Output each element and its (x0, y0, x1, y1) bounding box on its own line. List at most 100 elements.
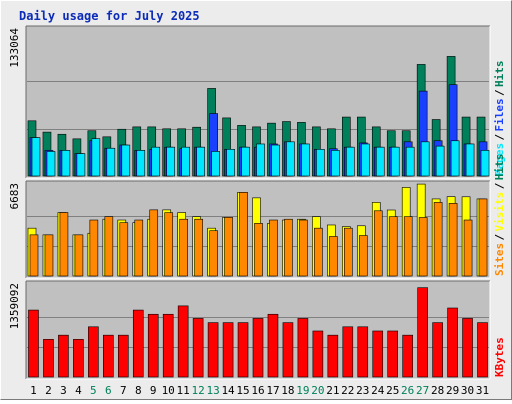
bar-kbytes-day-18 (282, 322, 294, 378)
legend-kbytes: KBytes (493, 337, 506, 377)
day-label-17: 17 (266, 384, 279, 397)
bar-kbytes-day-22 (342, 326, 354, 378)
legend-separator: / (493, 134, 506, 141)
bar-pages-day-23 (360, 143, 370, 177)
bar-sites-day-28 (433, 202, 443, 277)
bar-kbytes-day-31 (477, 322, 488, 378)
bar-kbytes-day-26 (402, 334, 413, 378)
day-label-27: 27 (416, 384, 429, 397)
bar-pages-day-12 (196, 146, 205, 177)
day-label-9: 9 (150, 384, 157, 397)
day-label-12: 12 (192, 384, 205, 397)
bar-kbytes-day-25 (387, 330, 399, 378)
bar-kbytes-day-21 (327, 334, 339, 378)
bar-sites-day-29 (448, 203, 458, 277)
bar-sites-day-24 (373, 210, 383, 277)
y-max-label: 6683 (8, 183, 21, 210)
day-label-21: 21 (326, 384, 339, 397)
y-max-label: 133064 (8, 28, 21, 68)
day-label-23: 23 (356, 384, 369, 397)
legend-separator: / (493, 89, 506, 96)
bar-sites-day-21 (329, 236, 338, 277)
day-label-15: 15 (236, 384, 249, 397)
bar-kbytes-day-11 (177, 305, 189, 378)
bar-pages-day-13 (211, 151, 220, 177)
legend-sites: Sites (493, 243, 506, 276)
bar-sites-day-5 (89, 219, 99, 277)
bar-pages-day-18 (286, 141, 295, 177)
day-label-19: 19 (296, 384, 309, 397)
legend-hits: Hits (493, 154, 506, 181)
bar-kbytes-day-29 (447, 307, 458, 378)
bar-kbytes-day-17 (267, 313, 279, 378)
panel-3-legend: KBytes (493, 337, 506, 377)
bar-kbytes-day-9 (147, 313, 159, 378)
bar-pages-day-29 (450, 140, 460, 177)
bar-sites-day-15 (239, 192, 248, 277)
day-label-11: 11 (177, 384, 190, 397)
bar-kbytes-day-10 (162, 313, 174, 378)
day-label-8: 8 (135, 384, 142, 397)
bar-kbytes-day-30 (462, 318, 473, 378)
bar-sites-day-2 (44, 234, 54, 277)
bar-pages-day-3 (61, 150, 71, 177)
day-label-4: 4 (75, 384, 82, 397)
bar-pages-day-28 (435, 145, 445, 177)
bar-pages-day-4 (76, 153, 86, 177)
day-label-22: 22 (341, 384, 354, 397)
bar-pages-day-2 (46, 151, 56, 177)
day-label-1: 1 (30, 384, 37, 397)
day-label-24: 24 (371, 384, 385, 397)
bar-pages-day-5 (91, 138, 101, 177)
bar-sites-day-17 (269, 219, 278, 277)
bar-kbytes-day-3 (58, 334, 69, 378)
bar-kbytes-day-2 (43, 339, 54, 378)
day-label-2: 2 (45, 384, 52, 397)
panel-2-legend: Sites/Visits/Hits (493, 154, 506, 276)
bar-kbytes-day-6 (103, 334, 114, 378)
bar-pages-day-22 (346, 146, 355, 177)
bar-pages-day-21 (331, 150, 340, 177)
bar-pages-day-25 (390, 146, 400, 177)
bar-sites-day-26 (403, 216, 413, 277)
bar-pages-day-11 (181, 146, 190, 177)
day-label-31: 31 (476, 384, 489, 397)
bar-sites-day-7 (119, 222, 129, 277)
bar-kbytes-day-24 (372, 330, 384, 378)
bar-sites-day-10 (164, 212, 174, 277)
bar-kbytes-day-23 (357, 326, 369, 378)
bar-pages-day-31 (480, 150, 490, 177)
bar-kbytes-day-14 (222, 322, 234, 378)
bar-pages-day-6 (106, 147, 116, 177)
bar-kbytes-day-5 (88, 326, 99, 378)
bar-sites-day-1 (29, 234, 39, 277)
day-label-10: 10 (162, 384, 175, 397)
bar-pages-day-20 (316, 149, 325, 177)
bar-sites-day-3 (59, 212, 69, 277)
bar-sites-day-23 (358, 235, 368, 277)
day-label-20: 20 (311, 384, 324, 397)
bar-pages-day-24 (375, 146, 385, 177)
day-label-16: 16 (251, 384, 264, 397)
bar-sites-day-9 (149, 209, 159, 277)
bar-sites-day-27 (418, 217, 428, 277)
bar-kbytes-day-15 (237, 322, 249, 378)
legend-visits: Visits (493, 192, 506, 232)
bar-pages-day-8 (136, 150, 146, 177)
bar-sites-day-13 (209, 230, 218, 277)
bar-sites-day-25 (388, 216, 398, 277)
bar-sites-day-8 (134, 219, 144, 277)
day-label-6: 6 (105, 384, 112, 397)
day-label-7: 7 (120, 384, 127, 397)
chart-title: Daily usage for July 2025 (19, 9, 200, 23)
bar-sites-day-11 (179, 218, 188, 277)
bar-pages-day-27 (420, 141, 430, 177)
day-label-25: 25 (386, 384, 399, 397)
bar-sites-day-6 (104, 216, 114, 277)
legend-files: Files (493, 98, 506, 131)
bar-pages-day-9 (151, 146, 161, 177)
bar-sites-day-20 (314, 227, 323, 277)
bar-kbytes-day-7 (117, 334, 129, 378)
